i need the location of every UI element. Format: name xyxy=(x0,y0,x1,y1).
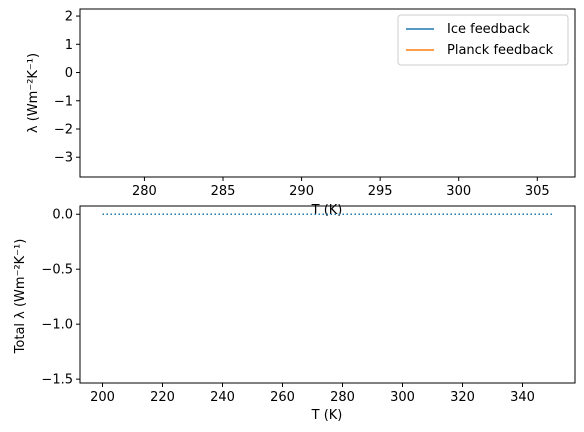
bottom-x-tick-label: 320 xyxy=(450,390,475,405)
top-x-tick-label: 280 xyxy=(132,184,157,199)
top-y-axis-label: λ (Wm⁻²K⁻¹) xyxy=(26,53,41,133)
top-y-tick-label: 0 xyxy=(65,66,73,81)
bottom-x-tick-label: 240 xyxy=(210,390,235,405)
legend-label-ice: Ice feedback xyxy=(447,22,530,37)
bottom-x-tick-label: 340 xyxy=(510,390,535,405)
top-y-tick-label: −2 xyxy=(54,123,73,138)
legend: Ice feedback Planck feedback xyxy=(397,14,569,66)
top-subplot: 280 285 290 295 300 305 2 1 0 −1 −2 −3 T (K) λ (Wm… xyxy=(26,8,576,218)
bottom-subplot: 200 220 240 260 280 300 320 340 0.0 −0.5 −1.0 −1.5… xyxy=(13,205,576,423)
legend-box xyxy=(397,14,569,66)
top-x-ticks: 280 285 290 295 300 305 xyxy=(132,177,550,199)
top-y-tick-label: −3 xyxy=(54,151,73,166)
bottom-y-tick-label: −1.5 xyxy=(41,373,73,388)
bottom-x-ticks: 200 220 240 260 280 300 320 340 xyxy=(90,383,535,405)
legend-label-planck: Planck feedback xyxy=(447,43,554,58)
bottom-y-tick-label: −0.5 xyxy=(41,263,73,278)
bottom-x-tick-label: 200 xyxy=(90,390,115,405)
bottom-x-tick-label: 260 xyxy=(270,390,295,405)
bottom-y-axis-label: Total λ (Wm⁻²K⁻¹) xyxy=(13,239,28,355)
top-axes-frame xyxy=(79,8,576,178)
bottom-x-tick-label: 280 xyxy=(330,390,355,405)
top-x-axis-label: T (K) xyxy=(311,203,343,218)
top-y-tick-label: 1 xyxy=(65,38,73,53)
bottom-y-tick-label: −1.0 xyxy=(41,318,73,333)
top-x-tick-label: 300 xyxy=(446,184,471,199)
top-x-tick-label: 295 xyxy=(368,184,393,199)
top-x-tick-label: 290 xyxy=(289,184,314,199)
bottom-x-tick-label: 300 xyxy=(390,390,415,405)
top-x-tick-label: 305 xyxy=(525,184,550,199)
bottom-y-ticks: 0.0 −0.5 −1.0 −1.5 xyxy=(41,208,80,388)
top-y-tick-label: −1 xyxy=(54,94,73,109)
top-y-tick-label: 2 xyxy=(65,10,73,25)
bottom-axes-frame xyxy=(79,205,576,384)
bottom-x-axis-label: T (K) xyxy=(311,408,343,423)
bottom-x-tick-label: 220 xyxy=(150,390,175,405)
top-y-ticks: 2 1 0 −1 −2 −3 xyxy=(54,10,80,166)
top-x-tick-label: 285 xyxy=(211,184,236,199)
bottom-y-tick-label: 0.0 xyxy=(52,208,73,223)
